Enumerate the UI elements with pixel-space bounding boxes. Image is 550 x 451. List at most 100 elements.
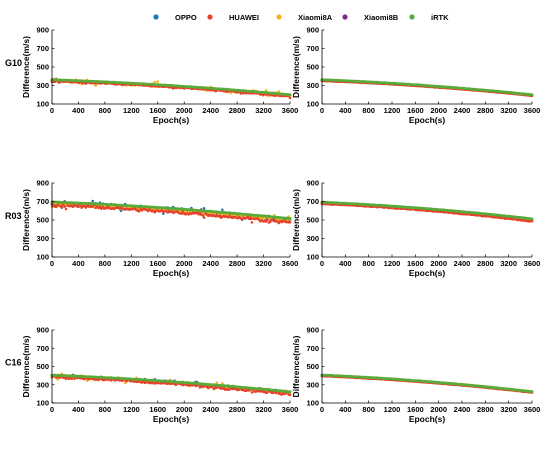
data-point xyxy=(211,385,214,389)
x-tick-label: 3600 xyxy=(524,259,541,268)
data-point xyxy=(288,93,292,97)
x-tick-label: 1200 xyxy=(384,259,401,268)
data-point xyxy=(121,379,124,383)
data-point xyxy=(288,390,292,394)
x-tick-label: 800 xyxy=(362,259,375,268)
legend-label-xiaomi8a: Xiaomi8A xyxy=(298,13,333,22)
x-tick-label: 3600 xyxy=(524,106,541,115)
series-irtk xyxy=(50,78,292,97)
data-point xyxy=(530,219,534,223)
y-tick-label: 500 xyxy=(306,63,319,72)
y-tick-label: 100 xyxy=(36,100,49,109)
y-tick-label: 300 xyxy=(306,234,319,243)
data-point xyxy=(530,93,534,97)
x-tick-label: 1600 xyxy=(407,259,424,268)
series-irtk xyxy=(50,373,292,394)
data-point xyxy=(62,203,65,206)
x-axis-label: Epoch(s) xyxy=(153,268,190,278)
legend: OPPO HUAWEI Xiaomi8A Xiaomi8B iRTK xyxy=(153,13,449,22)
x-tick-label: 400 xyxy=(72,106,85,115)
data-point xyxy=(249,216,252,219)
legend-marker-xiaomi8b xyxy=(342,14,348,20)
data-point xyxy=(202,216,206,219)
x-tick-label: 2800 xyxy=(229,259,246,268)
data-point xyxy=(264,89,268,92)
data-point xyxy=(64,207,68,211)
y-axis-label: Difference(m/s) xyxy=(21,335,31,397)
data-points xyxy=(50,372,292,397)
x-axis-label: Epoch(s) xyxy=(409,268,446,278)
y-tick-label: 700 xyxy=(306,44,319,53)
data-point xyxy=(215,381,219,385)
data-points xyxy=(320,373,534,394)
x-tick-label: 3600 xyxy=(282,106,299,115)
data-point xyxy=(78,204,82,207)
data-point xyxy=(288,217,292,220)
x-tick-label: 1600 xyxy=(149,405,166,414)
y-tick-label: 300 xyxy=(36,81,49,90)
x-tick-label: 0 xyxy=(50,259,54,268)
legend-label-huawei: HUAWEI xyxy=(229,13,259,22)
series-irtk xyxy=(50,200,292,220)
x-tick-label: 3200 xyxy=(500,259,517,268)
y-tick-label: 300 xyxy=(36,380,49,389)
data-point xyxy=(221,208,224,212)
x-tick-label: 3200 xyxy=(255,259,272,268)
data-point xyxy=(288,221,292,224)
x-tick-label: 0 xyxy=(320,106,324,115)
data-point xyxy=(156,80,159,83)
x-tick-label: 400 xyxy=(72,405,85,414)
x-tick-label: 2800 xyxy=(229,405,246,414)
x-tick-label: 2800 xyxy=(477,259,494,268)
y-tick-label: 300 xyxy=(306,81,319,90)
x-tick-label: 400 xyxy=(339,259,352,268)
x-tick-label: 800 xyxy=(362,106,375,115)
x-tick-label: 3200 xyxy=(255,405,272,414)
x-tick-label: 2000 xyxy=(176,405,193,414)
y-tick-label: 700 xyxy=(306,197,319,206)
data-point xyxy=(288,96,292,100)
data-point xyxy=(288,393,292,397)
data-points xyxy=(50,199,292,225)
series-irtk xyxy=(320,200,534,221)
data-point xyxy=(277,90,281,93)
data-point xyxy=(250,391,254,394)
data-point xyxy=(56,203,59,207)
data-point xyxy=(530,217,534,221)
legend-marker-oppo xyxy=(153,14,159,20)
series-huawei xyxy=(320,202,534,223)
data-point xyxy=(264,220,268,223)
x-tick-label: 3200 xyxy=(255,106,272,115)
x-tick-label: 2400 xyxy=(202,405,219,414)
legend-marker-irtk xyxy=(409,14,415,20)
x-tick-label: 1200 xyxy=(123,405,140,414)
data-point xyxy=(202,207,206,210)
x-tick-label: 800 xyxy=(99,106,112,115)
x-tick-label: 1600 xyxy=(149,259,166,268)
y-tick-label: 900 xyxy=(36,26,49,35)
y-tick-label: 900 xyxy=(306,26,319,35)
x-axis-label: Epoch(s) xyxy=(409,115,446,125)
y-tick-label: 300 xyxy=(36,234,49,243)
x-tick-label: 2400 xyxy=(454,259,471,268)
data-point xyxy=(266,218,269,221)
data-point xyxy=(277,221,281,225)
data-point xyxy=(250,221,254,224)
y-tick-label: 100 xyxy=(36,399,49,408)
series-irtk xyxy=(320,78,534,97)
x-tick-label: 1600 xyxy=(149,106,166,115)
data-point xyxy=(91,199,95,203)
data-point xyxy=(60,205,64,209)
x-tick-label: 2400 xyxy=(454,106,471,115)
y-tick-label: 700 xyxy=(36,44,49,53)
legend-label-oppo: OPPO xyxy=(175,13,197,22)
series-irtk xyxy=(320,373,534,394)
x-tick-label: 1200 xyxy=(123,259,140,268)
y-tick-label: 100 xyxy=(306,100,319,109)
legend-marker-xiaomi8a xyxy=(276,14,282,20)
x-tick-label: 2800 xyxy=(477,106,494,115)
